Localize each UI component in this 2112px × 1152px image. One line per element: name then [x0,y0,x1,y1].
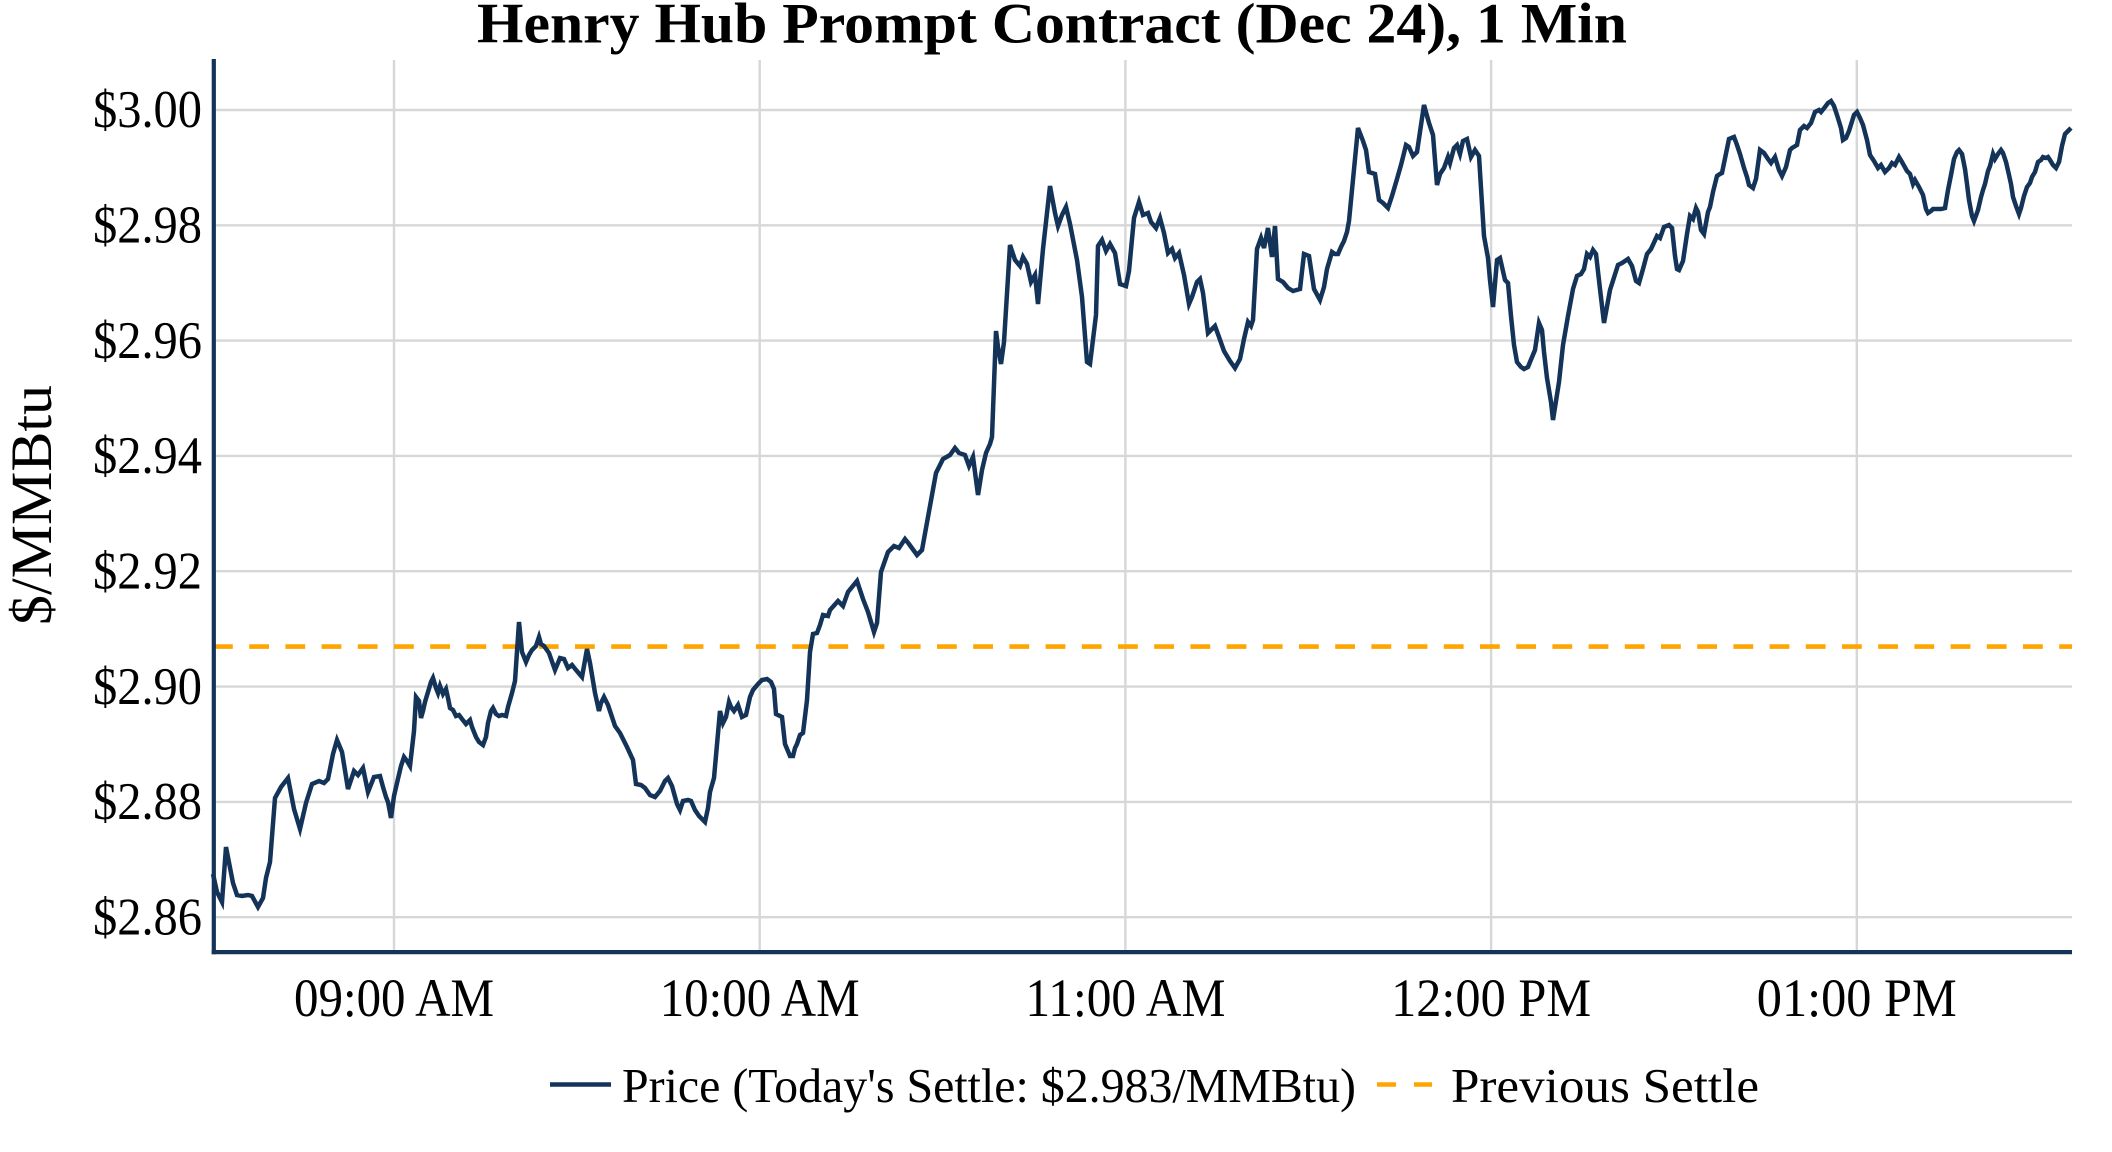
svg-text:Price (Today's Settle: $2.983/: Price (Today's Settle: $2.983/MMBtu) [622,1060,1356,1113]
svg-text:$2.98: $2.98 [93,197,202,255]
svg-text:01:00 PM: 01:00 PM [1757,968,1957,1028]
svg-text:$/MMBtu: $/MMBtu [0,385,64,625]
svg-text:$2.92: $2.92 [93,542,202,600]
svg-text:$2.96: $2.96 [93,312,202,370]
svg-text:12:00 PM: 12:00 PM [1391,968,1591,1028]
svg-text:$2.94: $2.94 [93,427,202,485]
svg-text:$2.88: $2.88 [93,773,202,831]
svg-text:$2.90: $2.90 [93,658,202,716]
svg-text:11:00 AM: 11:00 AM [1025,968,1225,1028]
svg-text:$2.86: $2.86 [93,888,202,946]
svg-text:10:00 AM: 10:00 AM [660,968,860,1028]
svg-text:$3.00: $3.00 [93,81,202,139]
svg-text:Previous Settle: Previous Settle [1451,1060,1759,1113]
svg-text:Henry Hub Prompt Contract (Dec: Henry Hub Prompt Contract (Dec 24), 1 Mi… [477,0,1627,56]
svg-text:09:00 AM: 09:00 AM [294,968,494,1028]
